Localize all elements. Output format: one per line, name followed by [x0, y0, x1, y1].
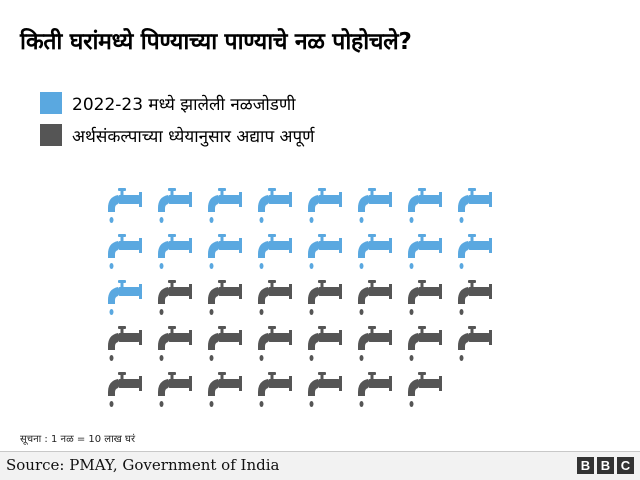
tap-icon-pending [358, 280, 392, 315]
tap-icon-connected [208, 188, 242, 223]
tap-icon-pending [108, 372, 142, 407]
tap-icon-pending [208, 280, 242, 315]
tap-icon-connected [458, 234, 492, 269]
tap-icon-connected [108, 280, 142, 315]
tap-icon-connected [458, 188, 492, 223]
tap-icon-connected [408, 188, 442, 223]
legend-swatch-connected [40, 92, 62, 114]
tap-icon-pending [358, 372, 392, 407]
legend-swatch-pending [40, 124, 62, 146]
tap-icon-connected [358, 234, 392, 269]
tap-icon-pending [158, 372, 192, 407]
tap-icon-pending [158, 280, 192, 315]
bbc-logo: B B C [574, 457, 634, 474]
legend-label-connected: 2022-23 मध्ये झालेली नळजोडणी [72, 94, 296, 115]
tap-icon-connected [108, 188, 142, 223]
legend-item-connected: 2022-23 मध्ये झालेली नळजोडणी [40, 92, 314, 115]
tap-icon-connected [258, 234, 292, 269]
tap-icon-connected [258, 188, 292, 223]
tap-icon-pending [408, 372, 442, 407]
tap-icon-pending [208, 372, 242, 407]
bbc-logo-letter: B [597, 457, 614, 474]
tap-icon-pending [258, 326, 292, 361]
tap-icon-connected [408, 234, 442, 269]
tap-icon-pending [208, 326, 242, 361]
tap-icon-pending [158, 326, 192, 361]
tap-icon-pending [358, 326, 392, 361]
tap-icon-pending [258, 280, 292, 315]
tap-icon-connected [358, 188, 392, 223]
source-text: Source: PMAY, Government of India [6, 456, 280, 474]
tap-icon-pending [108, 326, 142, 361]
tap-icon-pending [308, 372, 342, 407]
legend-item-pending: अर्थसंकल्पाच्या ध्येयानुसार अद्याप अपूर्… [40, 124, 315, 147]
tap-icon-pending [408, 280, 442, 315]
tap-icon-connected [158, 234, 192, 269]
footer-bar [0, 452, 640, 480]
tap-icon-connected [108, 234, 142, 269]
tap-icon-connected [158, 188, 192, 223]
bbc-logo-letter: B [577, 457, 594, 474]
tap-icon-pending [308, 280, 342, 315]
tap-icon-connected [308, 188, 342, 223]
tap-icon-pending [458, 280, 492, 315]
chart-note: सूचना : 1 नळ = 10 लाख घरं [20, 434, 136, 445]
bbc-logo-letter: C [617, 457, 634, 474]
legend: 2022-23 मध्ये झालेली नळजोडणी अर्थसंकल्पा… [40, 92, 314, 156]
tap-icon-connected [308, 234, 342, 269]
tap-icon-pending [458, 326, 492, 361]
tap-icon-pending [258, 372, 292, 407]
footer-divider [0, 451, 640, 452]
tap-icon-connected [208, 234, 242, 269]
tap-icon-pending [308, 326, 342, 361]
chart-title: किती घरांमध्ये पिण्याच्या पाण्याचे नळ पो… [20, 29, 412, 55]
tap-icon-pending [408, 326, 442, 361]
legend-label-pending: अर्थसंकल्पाच्या ध्येयानुसार अद्याप अपूर्… [72, 126, 315, 147]
